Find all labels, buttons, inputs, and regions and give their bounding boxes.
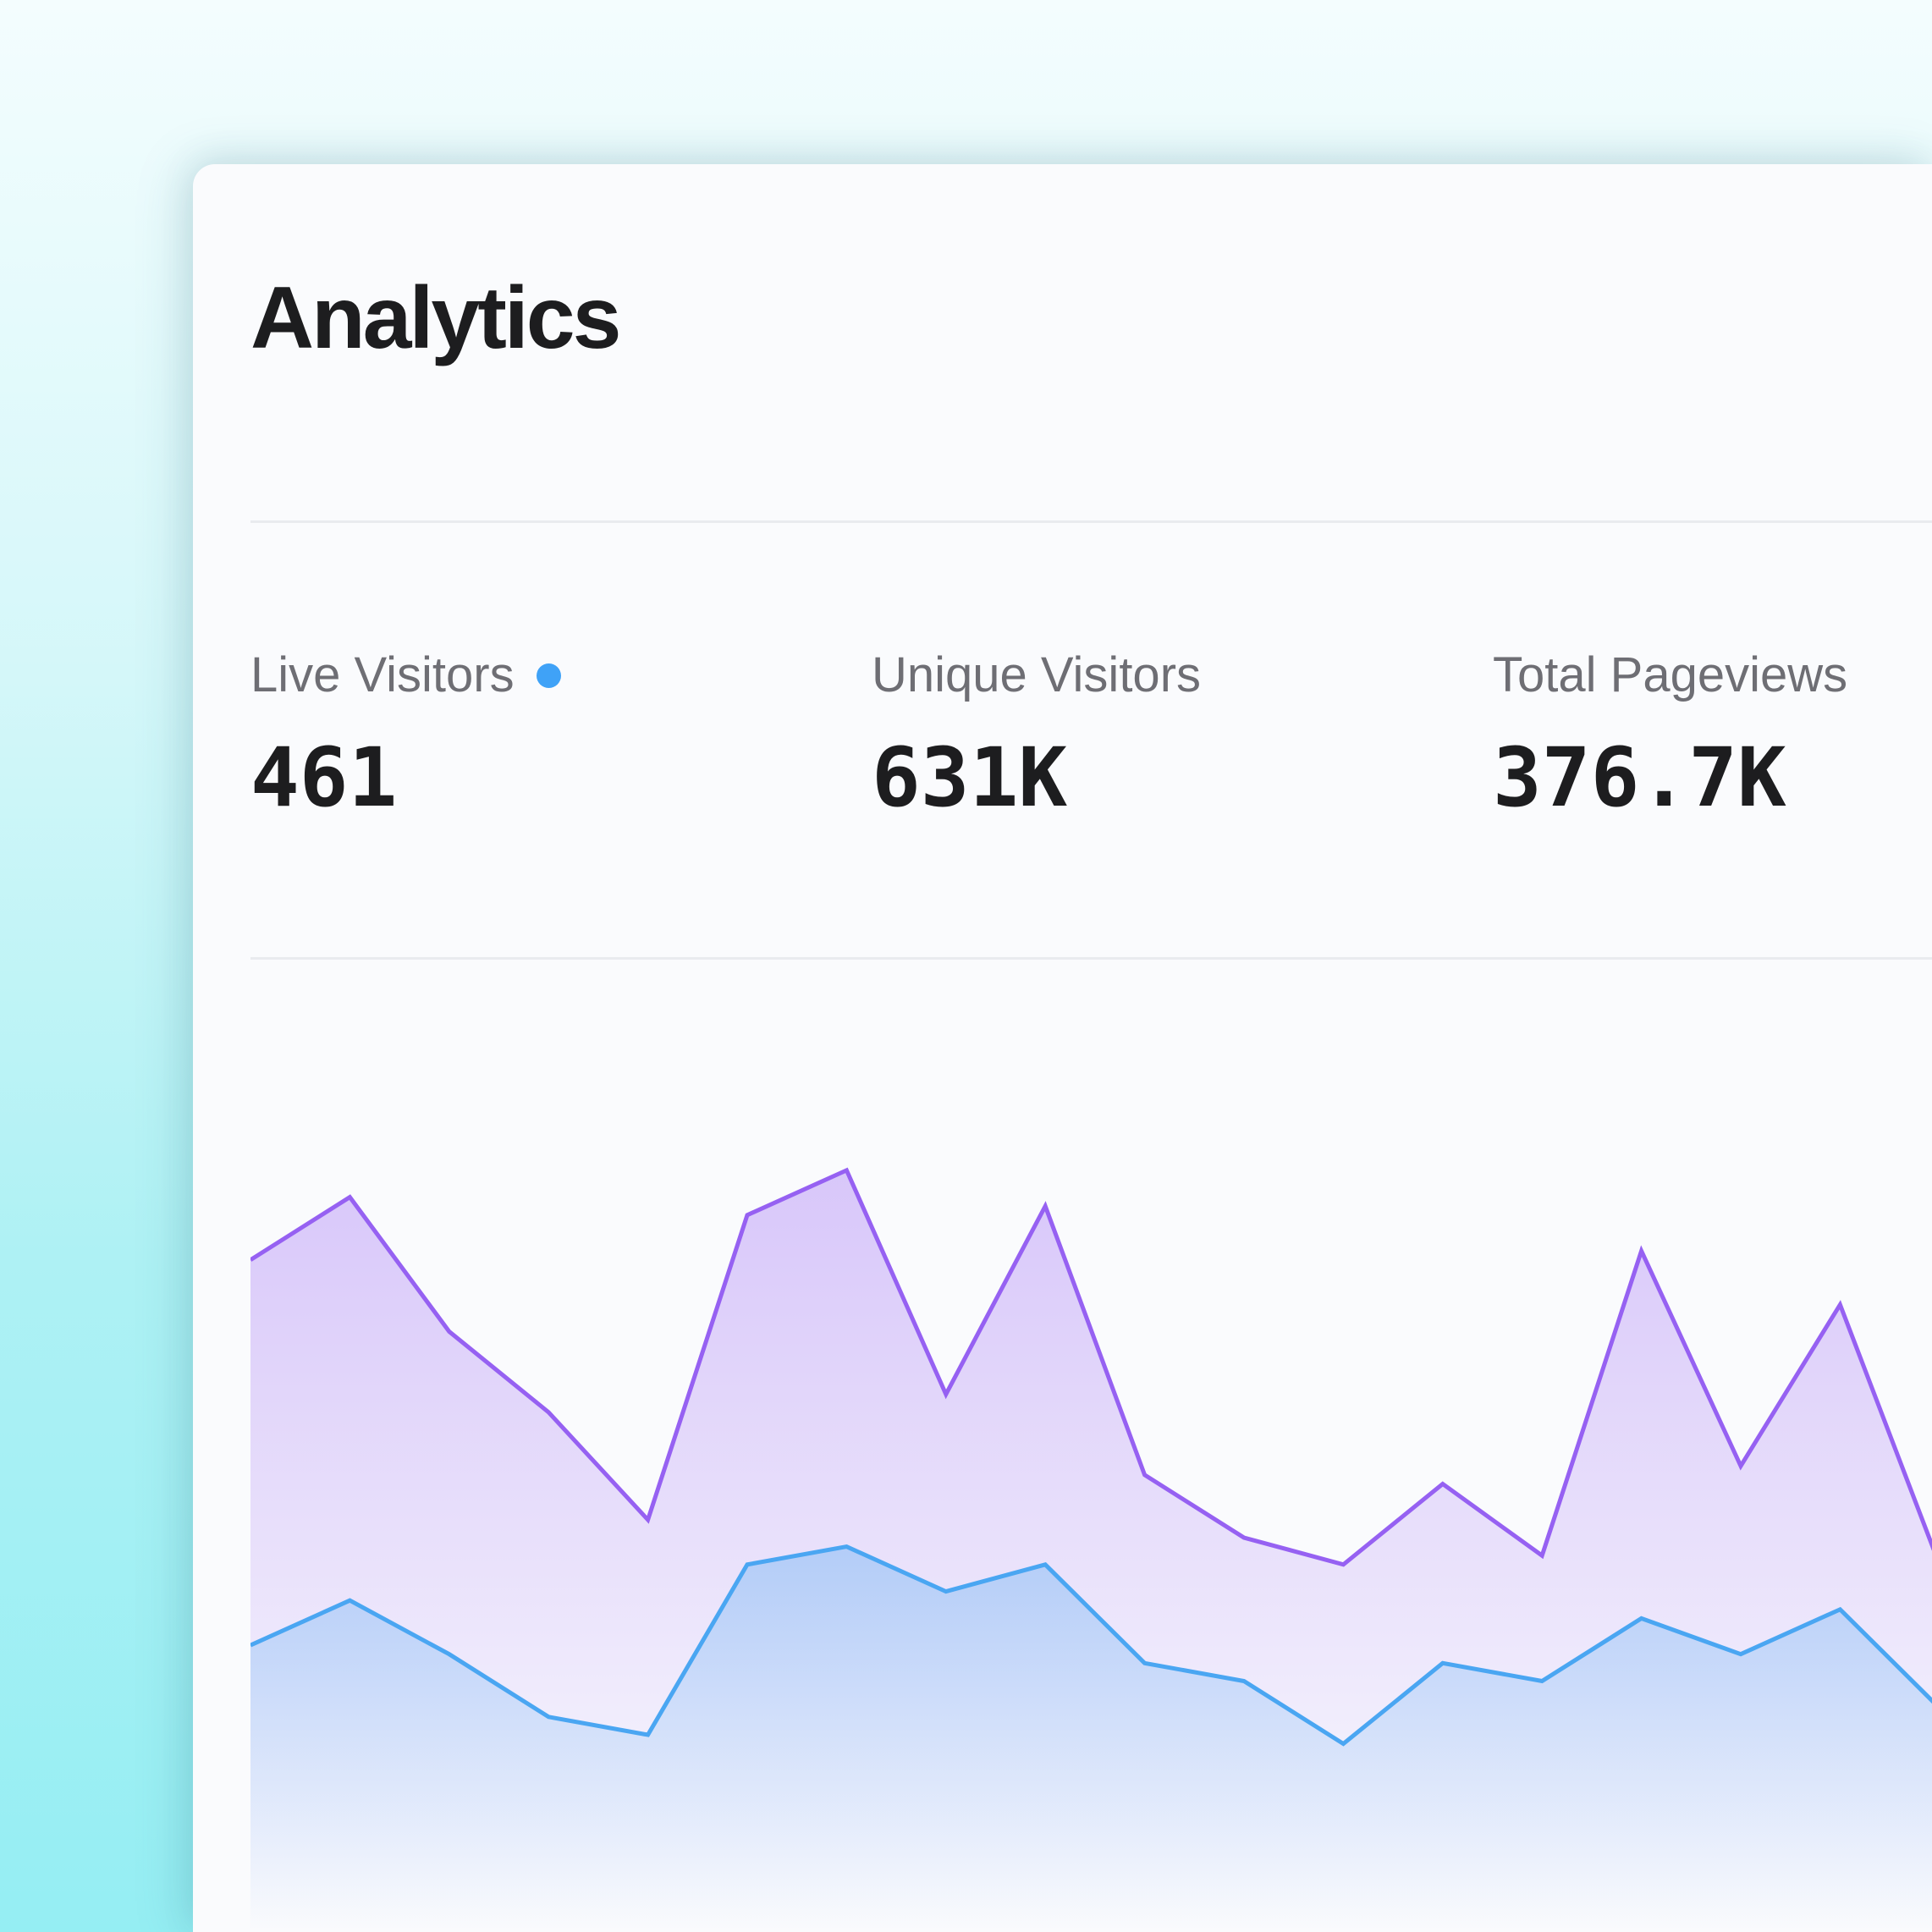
stat-label: Unique Visitors bbox=[872, 647, 1202, 702]
stat-unique-visitors: Unique Visitors 631K bbox=[872, 647, 1202, 825]
series-1-line bbox=[250, 1167, 1932, 1567]
analytics-card: Analytics Live Visitors 461 Unique Visit… bbox=[193, 164, 1932, 1932]
stat-value: 376.7K bbox=[1493, 730, 1786, 825]
stat-value: 631K bbox=[872, 730, 1068, 825]
series-2-area bbox=[250, 1546, 1932, 1932]
header-divider bbox=[250, 520, 1932, 523]
page-title: Analytics bbox=[250, 269, 621, 367]
stats-divider bbox=[250, 957, 1932, 960]
stat-label: Live Visitors bbox=[250, 647, 515, 702]
stat-value: 461 bbox=[250, 730, 398, 825]
stat-live-visitors: Live Visitors 461 bbox=[250, 651, 561, 818]
visitors-area-chart bbox=[250, 1167, 1932, 1932]
stat-total-pageviews: Total Pageviews 376.7K bbox=[1493, 647, 1848, 825]
series-2-line bbox=[250, 1544, 1932, 1747]
live-indicator-icon bbox=[536, 663, 561, 688]
stat-label: Total Pageviews bbox=[1493, 647, 1848, 702]
